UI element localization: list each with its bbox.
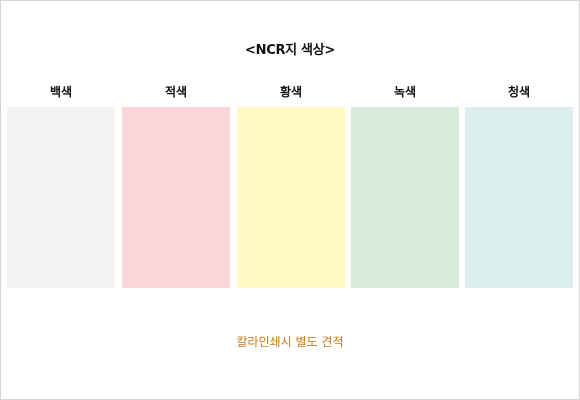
swatch-color-green (351, 107, 459, 288)
swatch-green: 녹색 (351, 83, 459, 288)
panel-title: <NCR지 색상> (245, 43, 335, 58)
color-print-note: 칼라인쇄시 별도 견적 (236, 335, 344, 349)
swatch-color-blue (465, 107, 573, 288)
swatch-row: 백색 적색 황색 녹색 청색 (7, 83, 574, 288)
swatch-label-yellow: 황색 (279, 85, 303, 99)
swatch-blue: 청색 (465, 83, 573, 288)
swatch-color-yellow (237, 107, 345, 288)
swatch-label-blue: 청색 (507, 85, 531, 99)
swatch-yellow: 황색 (237, 83, 345, 288)
swatch-white: 백색 (7, 83, 115, 288)
swatch-label-green: 녹색 (393, 85, 417, 99)
swatch-color-white (7, 107, 115, 288)
swatch-red: 적색 (122, 83, 230, 288)
swatch-color-red (122, 107, 230, 288)
swatch-label-red: 적색 (164, 85, 188, 99)
swatch-label-white: 백색 (49, 85, 73, 99)
